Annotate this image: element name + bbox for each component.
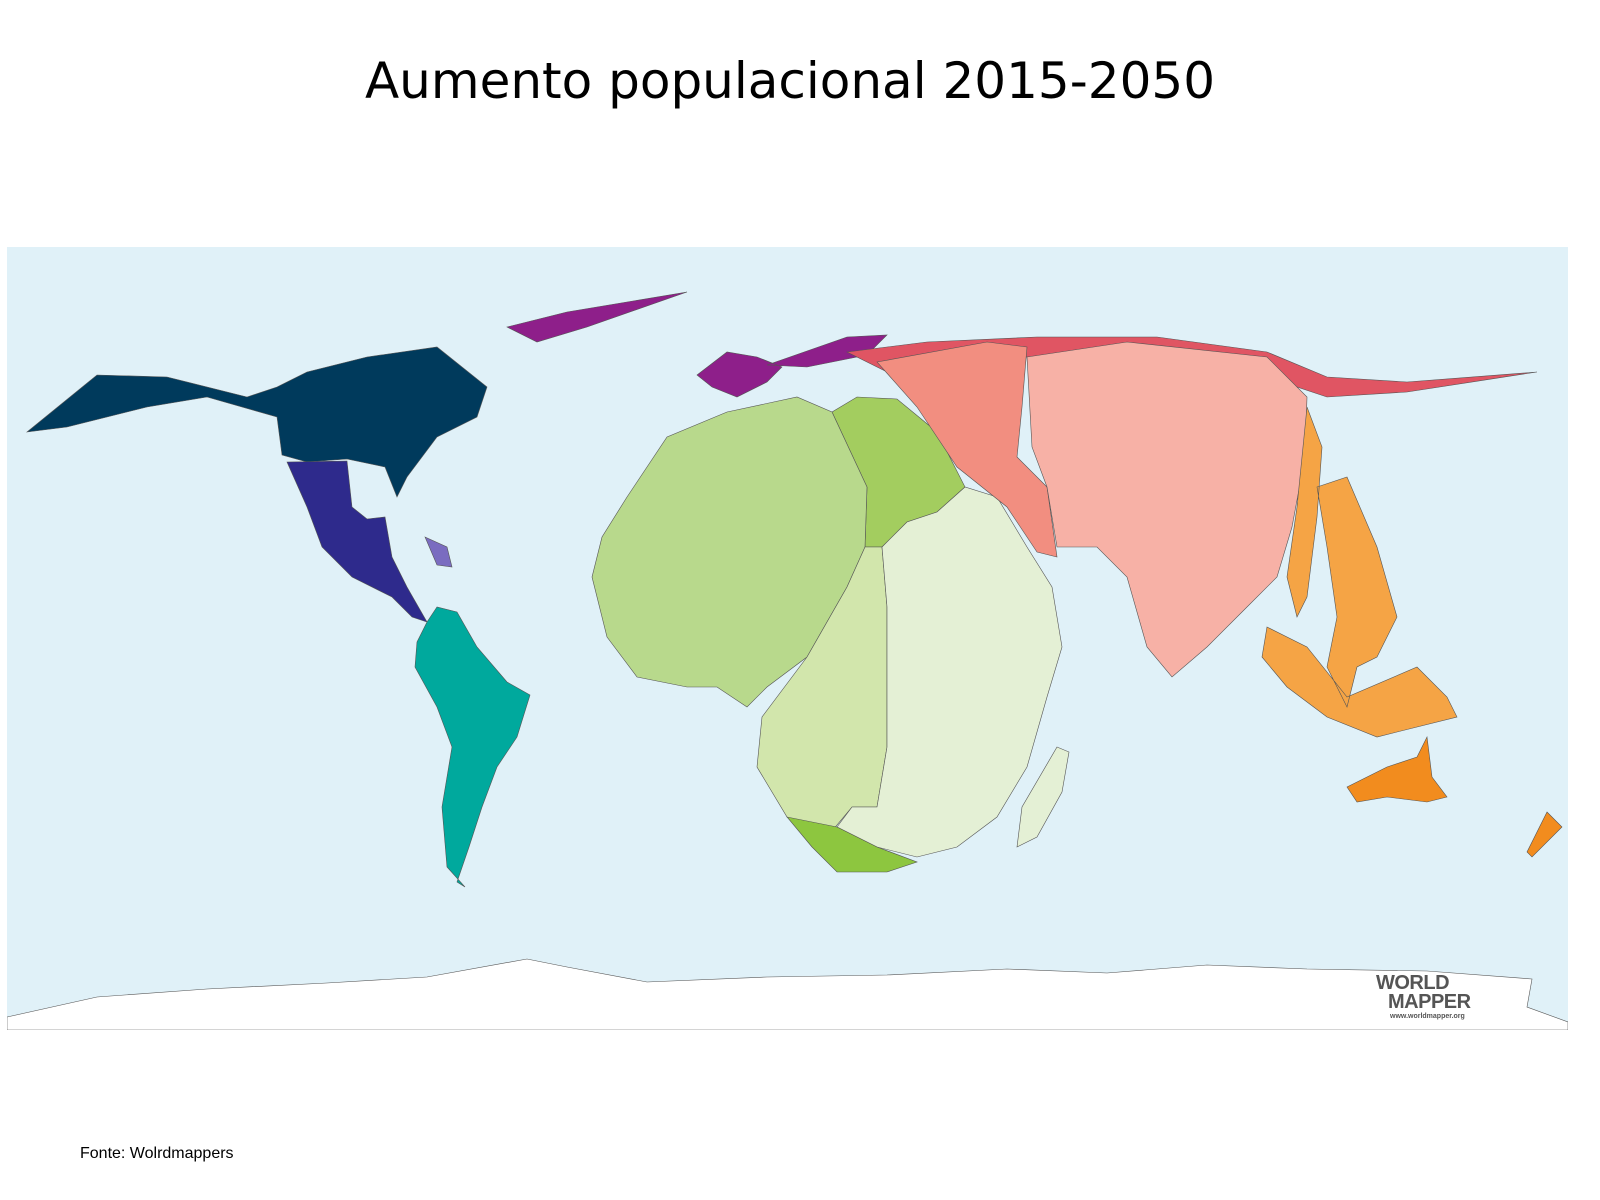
logo-url: www.worldmapper.org bbox=[1390, 1013, 1465, 1020]
region-south-asia bbox=[1026, 341, 1308, 678]
source-note: Fonte: Wolrdmappers bbox=[80, 1145, 234, 1162]
region-oceania bbox=[1346, 735, 1563, 858]
region-central-asia bbox=[876, 341, 1058, 558]
region-northern-africa bbox=[591, 396, 868, 708]
region-eastern-africa bbox=[836, 486, 1063, 858]
region-madagascar bbox=[1016, 746, 1070, 848]
logo-line2: MAPPER bbox=[1388, 991, 1471, 1013]
worldmapper-logo: WORLD MAPPER www.worldmapper.org bbox=[1376, 972, 1471, 1021]
region-southeast-asia bbox=[1261, 406, 1458, 738]
logo-line1: WORLD bbox=[1376, 972, 1450, 994]
region-western-europe bbox=[506, 291, 888, 398]
region-central-america-mexico bbox=[286, 460, 428, 623]
antarctica bbox=[7, 958, 1568, 1030]
region-southern-africa bbox=[786, 816, 918, 873]
map-title: Aumento populacional 2015-2050 bbox=[364, 52, 1216, 110]
region-caribbean bbox=[424, 536, 453, 568]
region-south-america bbox=[414, 606, 531, 888]
world-cartogram bbox=[7, 247, 1568, 1030]
region-north-america bbox=[26, 346, 488, 498]
